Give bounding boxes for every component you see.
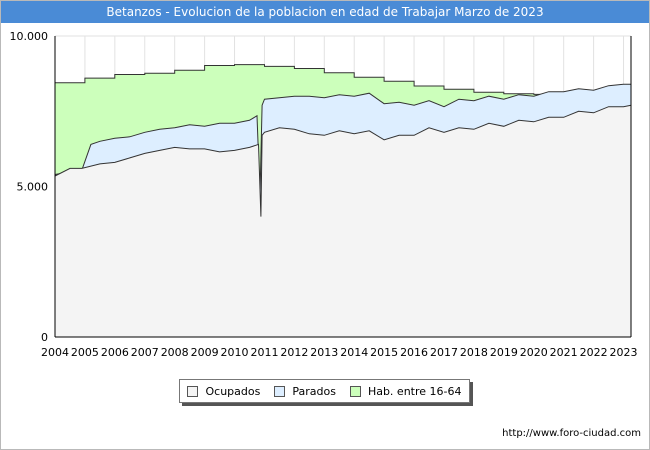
legend-swatch-parados bbox=[274, 385, 286, 397]
series-layer bbox=[54, 64, 632, 337]
x-tick-label: 2020 bbox=[520, 346, 548, 359]
x-tick-label: 2018 bbox=[460, 346, 488, 359]
legend-swatch-hab bbox=[349, 385, 361, 397]
legend-item-parados: Parados bbox=[274, 385, 336, 398]
y-tick-label: 0 bbox=[41, 331, 48, 344]
y-tick-label: 5.000 bbox=[17, 181, 49, 194]
series-line-hab bbox=[55, 64, 631, 95]
x-tick-label: 2005 bbox=[71, 346, 99, 359]
series-line-parados bbox=[54, 83, 631, 196]
x-tick-label: 2022 bbox=[580, 346, 608, 359]
title-bar: Betanzos - Evolucion de la poblacion en … bbox=[1, 1, 649, 23]
x-tick-label: 2015 bbox=[370, 346, 398, 359]
x-tick-label: 2019 bbox=[490, 346, 518, 359]
x-tick-label: 2011 bbox=[250, 346, 278, 359]
y-tick-label: 10.000 bbox=[10, 30, 49, 43]
x-tick-label: 2004 bbox=[41, 346, 69, 359]
x-tick-label: 2006 bbox=[101, 346, 129, 359]
chart-title: Betanzos - Evolucion de la poblacion en … bbox=[106, 5, 544, 19]
x-tick-label: 2021 bbox=[550, 346, 578, 359]
x-tick-label: 2023 bbox=[610, 346, 638, 359]
x-tick-label: 2008 bbox=[161, 346, 189, 359]
x-tick-label: 2014 bbox=[340, 346, 368, 359]
legend-item-ocupados: Ocupados bbox=[187, 385, 260, 398]
x-tick-label: 2016 bbox=[400, 346, 428, 359]
legend-label-ocupados: Ocupados bbox=[205, 384, 261, 398]
x-tick-label: 2007 bbox=[131, 346, 159, 359]
x-tick-label: 2012 bbox=[280, 346, 308, 359]
axes bbox=[54, 36, 632, 338]
legend-label-parados: Parados bbox=[292, 384, 336, 398]
x-tick-label: 2010 bbox=[221, 346, 249, 359]
x-tick-label: 2013 bbox=[310, 346, 338, 359]
series-line-ocupados bbox=[54, 104, 632, 217]
x-tick-label: 2009 bbox=[191, 346, 219, 359]
source-url: http://www.foro-ciudad.com bbox=[502, 428, 641, 439]
tick-labels: 2004 2005 2006 2007 2008 2009 2010 2011 2012 2013… bbox=[10, 30, 638, 359]
x-tick-label: 2017 bbox=[430, 346, 458, 359]
legend-item-hab: Hab. entre 16-64 bbox=[349, 384, 462, 398]
series-area-ocupados bbox=[55, 105, 631, 337]
legend: Ocupados Parados Hab. entre 16-64 bbox=[179, 379, 470, 403]
legend-swatch-ocupados bbox=[187, 385, 199, 397]
legend-label-hab: Hab. entre 16-64 bbox=[367, 384, 462, 398]
